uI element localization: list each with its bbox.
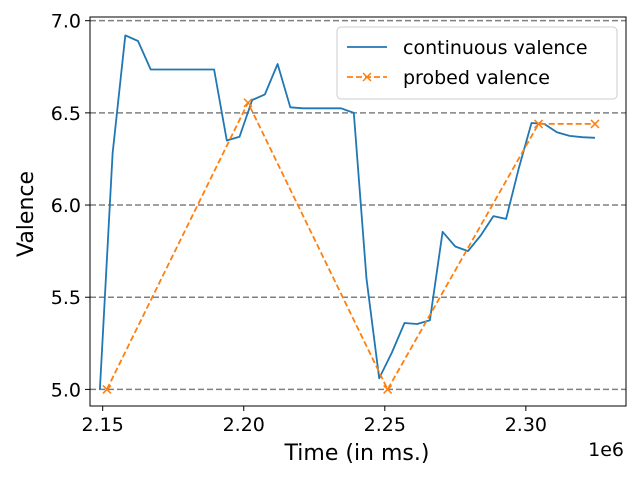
- x-axis-label: Time (in ms.): [284, 441, 430, 466]
- x-tick-label-3: 2.30: [505, 414, 547, 436]
- series-1-marker-2: [383, 384, 393, 394]
- grid-lines: [90, 19, 626, 391]
- y-tick-label-4: 7.0: [51, 11, 81, 33]
- y-axis-label: Valence: [14, 171, 39, 257]
- legend-label-0: continuous valence: [403, 37, 588, 59]
- legend-marker-1: [362, 72, 372, 82]
- y-axis: 5.0 5.5 6.0 6.5 7.0: [51, 11, 90, 401]
- y-tick-label-1: 5.5: [51, 287, 81, 309]
- legend: continuous valence probed valence: [336, 26, 618, 100]
- legend-label-1: probed valence: [403, 67, 550, 89]
- x-tick-label-2: 2.25: [364, 414, 406, 436]
- plot-series: [99, 34, 600, 394]
- y-tick-label-3: 6.5: [51, 103, 81, 125]
- legend-box: [336, 26, 618, 100]
- y-tick-label-0: 5.0: [51, 379, 81, 401]
- x-tick-label-1: 2.20: [223, 414, 265, 436]
- series-1-marker-3: [534, 119, 544, 129]
- x-axis-offset-label: 1e6: [588, 439, 624, 461]
- series-line-0: [99, 34, 596, 390]
- x-axis: 2.15 2.20 2.25 2.30: [82, 406, 547, 436]
- x-tick-label-0: 2.15: [82, 414, 124, 436]
- series-1-marker-4: [590, 119, 600, 129]
- y-tick-label-2: 6.0: [51, 195, 81, 217]
- series-1-marker-1: [243, 98, 253, 108]
- plot-frame: [89, 16, 627, 407]
- series-1-marker-0: [102, 384, 112, 394]
